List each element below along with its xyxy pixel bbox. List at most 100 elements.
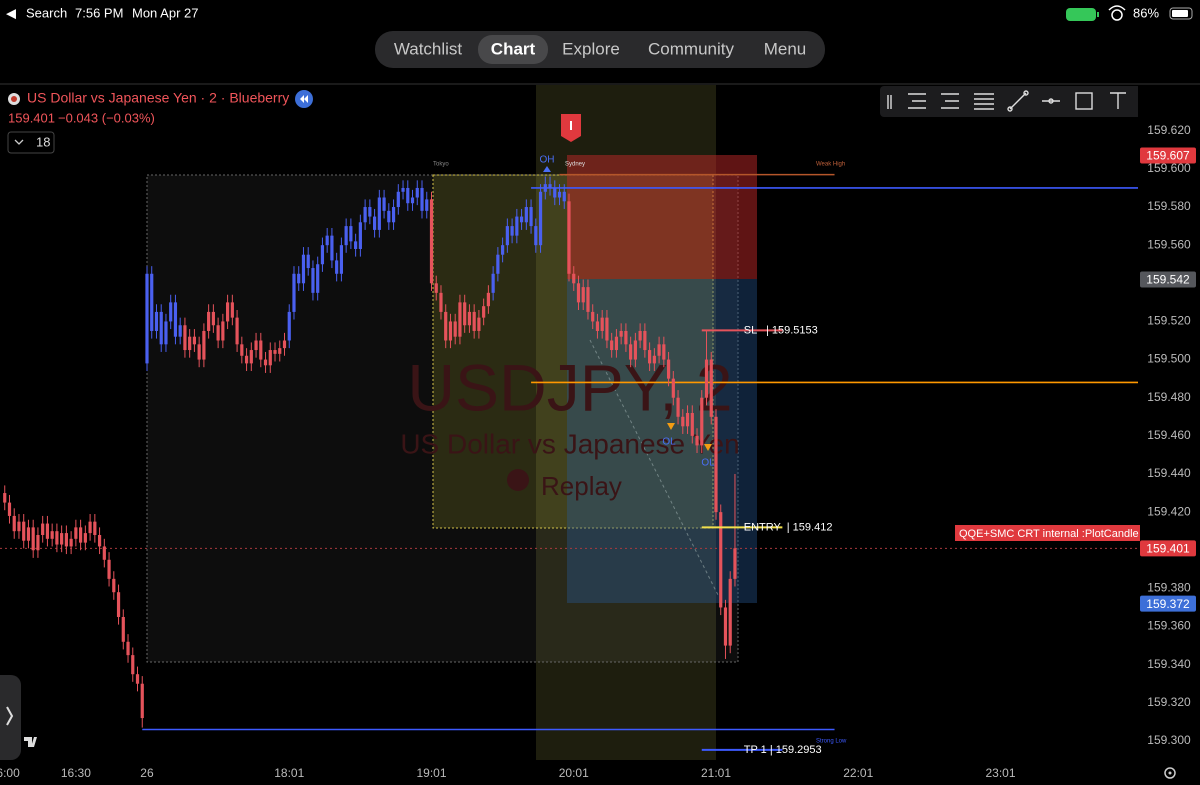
candle-body [605,317,609,341]
candle-body [553,187,557,198]
trade-level-label: ENTRY | 159.412 [744,521,833,533]
candle-body [700,397,704,446]
candle-body [467,311,472,326]
candle-body [354,241,358,249]
candle-body [515,216,519,236]
trade-level-label: SL | 159.5153 [744,324,818,336]
candle-body [548,184,552,188]
candle-body [79,527,83,543]
symbol-flag-dot [11,96,17,102]
candle-body [26,527,31,541]
y-tick-label: 159.320 [1147,695,1191,709]
candle-body [330,235,334,261]
settings-icon[interactable] [1164,767,1176,779]
candle-body [259,340,263,360]
risk-box [567,155,757,279]
candle-body [211,311,215,326]
back-link[interactable]: Search [26,5,67,20]
candle-body [235,317,239,345]
candle-body [150,273,154,331]
nav-tab[interactable]: Menu [764,39,807,58]
marker-label: OH [540,155,555,166]
candle-body [121,616,125,642]
candle-body [140,683,144,719]
x-tick-label: 19:01 [416,766,446,780]
x-tick-label: 18:01 [274,766,304,780]
candle-body [648,350,652,364]
candle-body [439,292,443,312]
candle-body [581,287,585,303]
logo [24,737,37,747]
candle-body [192,336,197,345]
candle-body [17,521,21,532]
y-tick-label: 159.380 [1147,581,1191,595]
candle-body [202,330,206,360]
price-axis [1138,85,1200,760]
candle-body [93,521,97,535]
candle-body [183,325,187,351]
y-tick-label: 159.480 [1147,390,1191,404]
level-label: Weak High [816,162,845,168]
symbol-title[interactable]: US Dollar vs Japanese Yen · 2 · Blueberr… [27,90,289,106]
candle-body [135,674,140,684]
nav-tab[interactable]: Community [648,39,734,58]
y-tick-label: 159.440 [1147,466,1191,480]
candle-body [671,378,675,398]
candle-body [164,321,168,345]
candle-body [401,187,405,192]
y-tick-label: 159.560 [1147,237,1191,251]
status-icons [1066,5,1126,21]
candle-body [97,535,102,547]
candle-body [719,512,723,608]
candle-body [714,416,718,513]
nav-tab[interactable]: Watchlist [394,39,463,58]
candle-body [524,207,528,223]
candle-body [311,268,315,293]
candle-body [159,311,163,345]
candle-body [31,527,35,551]
candle-body [268,350,272,366]
candle-body [320,245,325,265]
candle-body [477,317,481,331]
price-tag-label: 159.401 [1146,542,1190,556]
candle-body [619,330,623,337]
candle-body [391,207,396,223]
candle-body [510,226,514,236]
candle-body [453,321,457,337]
candle-body [629,344,633,360]
settings-icon-dot [1168,771,1172,775]
candle-body [387,210,391,223]
candle-body [538,191,543,246]
price-tag-label: 159.372 [1146,597,1190,611]
candle-body [685,412,690,427]
candle-body [273,350,277,354]
candle-body [624,330,628,345]
nav-tab-active [478,35,548,64]
candle-body [41,523,45,535]
candle-body [55,531,59,545]
price-tag [1140,540,1196,557]
candle-body [216,325,220,341]
y-tick-label: 159.620 [1147,123,1191,137]
back-arrow[interactable]: ◀ [6,5,16,20]
candle-body [221,321,225,341]
marker [704,444,712,451]
candle-body [567,201,571,274]
side-handle-arrow [6,706,14,726]
replay-button-icon [300,95,308,103]
candle-body [501,245,505,255]
candle-body [662,344,666,360]
indicator-chip[interactable] [7,131,55,154]
candle-body [591,311,595,322]
candle-body [282,340,287,349]
price-change: −0.043 (−0.03%) [58,110,155,125]
level-label: Strong Low [816,739,847,745]
nav-tab[interactable]: Explore [562,39,620,58]
candle-body [102,546,106,560]
y-tick-label: 159.300 [1147,733,1191,747]
candle-body [107,559,111,579]
nav-tab[interactable]: Chart [491,39,536,58]
candle-body [287,311,291,341]
